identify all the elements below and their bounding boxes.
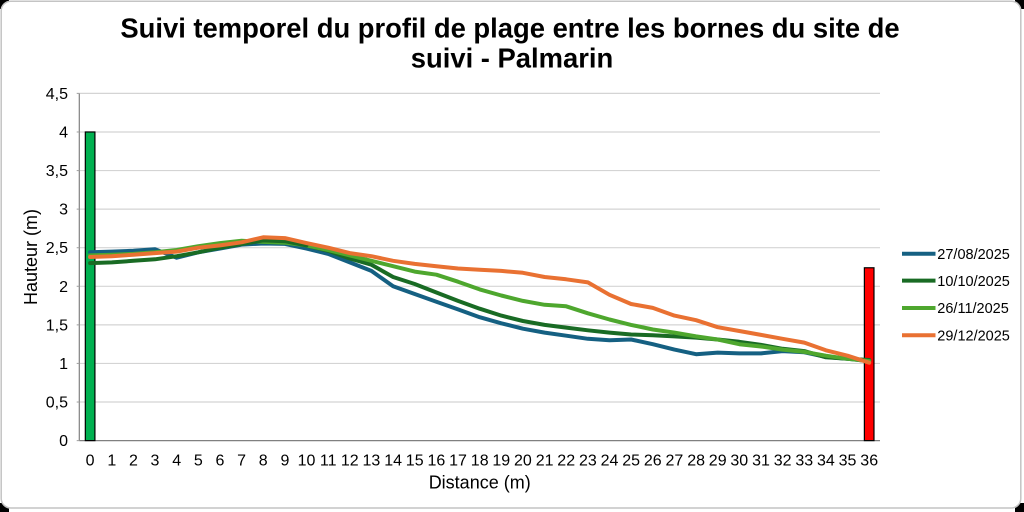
svg-text:24: 24 <box>601 452 619 469</box>
svg-text:15: 15 <box>406 452 424 469</box>
svg-text:8: 8 <box>259 452 268 469</box>
svg-text:1: 1 <box>59 356 68 373</box>
svg-text:0: 0 <box>59 433 68 450</box>
svg-text:21: 21 <box>536 452 554 469</box>
svg-text:0,5: 0,5 <box>46 395 68 412</box>
svg-text:3: 3 <box>59 202 68 219</box>
svg-text:Suivi temporel du profil de pl: Suivi temporel du profil de plage entre … <box>120 13 899 44</box>
svg-text:29: 29 <box>709 452 727 469</box>
svg-text:28: 28 <box>687 452 705 469</box>
svg-text:3: 3 <box>151 452 160 469</box>
svg-text:10: 10 <box>298 452 316 469</box>
svg-text:suivi - Palmarin: suivi - Palmarin <box>411 43 613 74</box>
svg-text:35: 35 <box>839 452 857 469</box>
svg-text:5: 5 <box>194 452 203 469</box>
svg-text:25: 25 <box>622 452 640 469</box>
svg-text:31: 31 <box>752 452 770 469</box>
svg-text:34: 34 <box>817 452 835 469</box>
svg-text:30: 30 <box>730 452 748 469</box>
svg-text:6: 6 <box>216 452 225 469</box>
svg-text:36: 36 <box>860 452 878 469</box>
svg-text:4: 4 <box>172 452 181 469</box>
svg-text:20: 20 <box>514 452 532 469</box>
svg-text:2: 2 <box>59 279 68 296</box>
svg-text:1,5: 1,5 <box>46 317 68 334</box>
svg-text:23: 23 <box>579 452 597 469</box>
svg-text:26/11/2025: 26/11/2025 <box>937 301 1009 317</box>
svg-text:11: 11 <box>320 452 337 469</box>
svg-text:16: 16 <box>428 452 446 469</box>
svg-text:13: 13 <box>363 452 381 469</box>
svg-text:14: 14 <box>384 452 402 469</box>
svg-text:Distance (m): Distance (m) <box>429 473 531 493</box>
svg-text:17: 17 <box>449 452 467 469</box>
svg-text:22: 22 <box>557 452 575 469</box>
svg-text:2,5: 2,5 <box>46 240 68 257</box>
svg-text:27/08/2025: 27/08/2025 <box>937 247 1010 263</box>
svg-text:33: 33 <box>795 452 813 469</box>
svg-text:9: 9 <box>280 452 289 469</box>
svg-text:12: 12 <box>341 452 359 469</box>
svg-text:7: 7 <box>237 452 246 469</box>
svg-text:26: 26 <box>644 452 662 469</box>
svg-text:29/12/2025: 29/12/2025 <box>937 329 1010 345</box>
svg-text:1: 1 <box>107 452 116 469</box>
svg-text:2: 2 <box>129 452 138 469</box>
svg-text:4: 4 <box>59 124 68 141</box>
svg-text:32: 32 <box>774 452 792 469</box>
svg-text:19: 19 <box>492 452 510 469</box>
svg-text:3,5: 3,5 <box>46 163 68 180</box>
svg-text:18: 18 <box>471 452 489 469</box>
svg-text:0: 0 <box>86 452 95 469</box>
svg-text:4,5: 4,5 <box>46 86 68 103</box>
svg-text:10/10/2025: 10/10/2025 <box>937 274 1010 290</box>
svg-text:Hauteur (m): Hauteur (m) <box>21 209 41 305</box>
svg-text:27: 27 <box>666 452 684 469</box>
